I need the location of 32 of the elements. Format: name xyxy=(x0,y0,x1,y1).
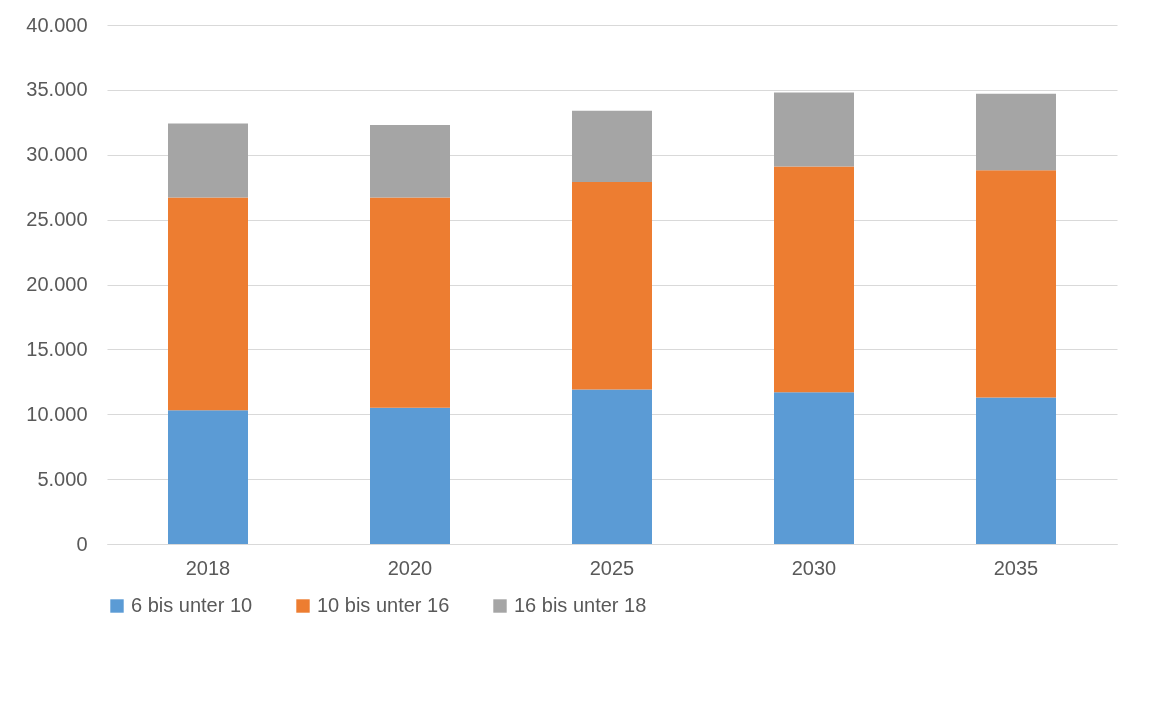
y-tick-label: 40.000 xyxy=(26,13,88,36)
y-tick-label: 35.000 xyxy=(26,78,88,101)
x-tick-label: 2020 xyxy=(387,556,433,579)
bar xyxy=(572,389,652,544)
bar xyxy=(168,197,248,411)
y-tick-label: 5.000 xyxy=(37,467,88,490)
x-tick-label: 2025 xyxy=(589,556,635,579)
legend-label: 10 bis unter 16 xyxy=(317,594,450,616)
x-tick-label: 2035 xyxy=(993,556,1039,579)
bar xyxy=(370,407,450,544)
bar xyxy=(370,197,450,408)
y-tick-label: 20.000 xyxy=(26,273,88,295)
bar xyxy=(976,93,1056,171)
bar xyxy=(976,397,1056,544)
x-tick-label: 2030 xyxy=(791,556,837,579)
bar xyxy=(572,110,652,182)
x-tick-label: 2018 xyxy=(185,556,231,579)
bar xyxy=(774,92,854,167)
y-tick-label: 30.000 xyxy=(26,143,88,166)
bar xyxy=(774,392,854,544)
y-tick-label: 10.000 xyxy=(26,402,88,425)
bar xyxy=(168,123,248,198)
legend-label: 16 bis unter 18 xyxy=(514,594,647,616)
y-tick-label: 15.000 xyxy=(26,337,88,360)
bar xyxy=(572,182,652,390)
bar xyxy=(976,170,1056,398)
bar xyxy=(774,166,854,393)
bar xyxy=(370,124,450,198)
y-tick-label: 25.000 xyxy=(26,208,88,231)
bar xyxy=(168,410,248,544)
y-tick-label: 0 xyxy=(76,532,88,555)
legend-label: 6 bis unter 10 xyxy=(131,594,253,616)
